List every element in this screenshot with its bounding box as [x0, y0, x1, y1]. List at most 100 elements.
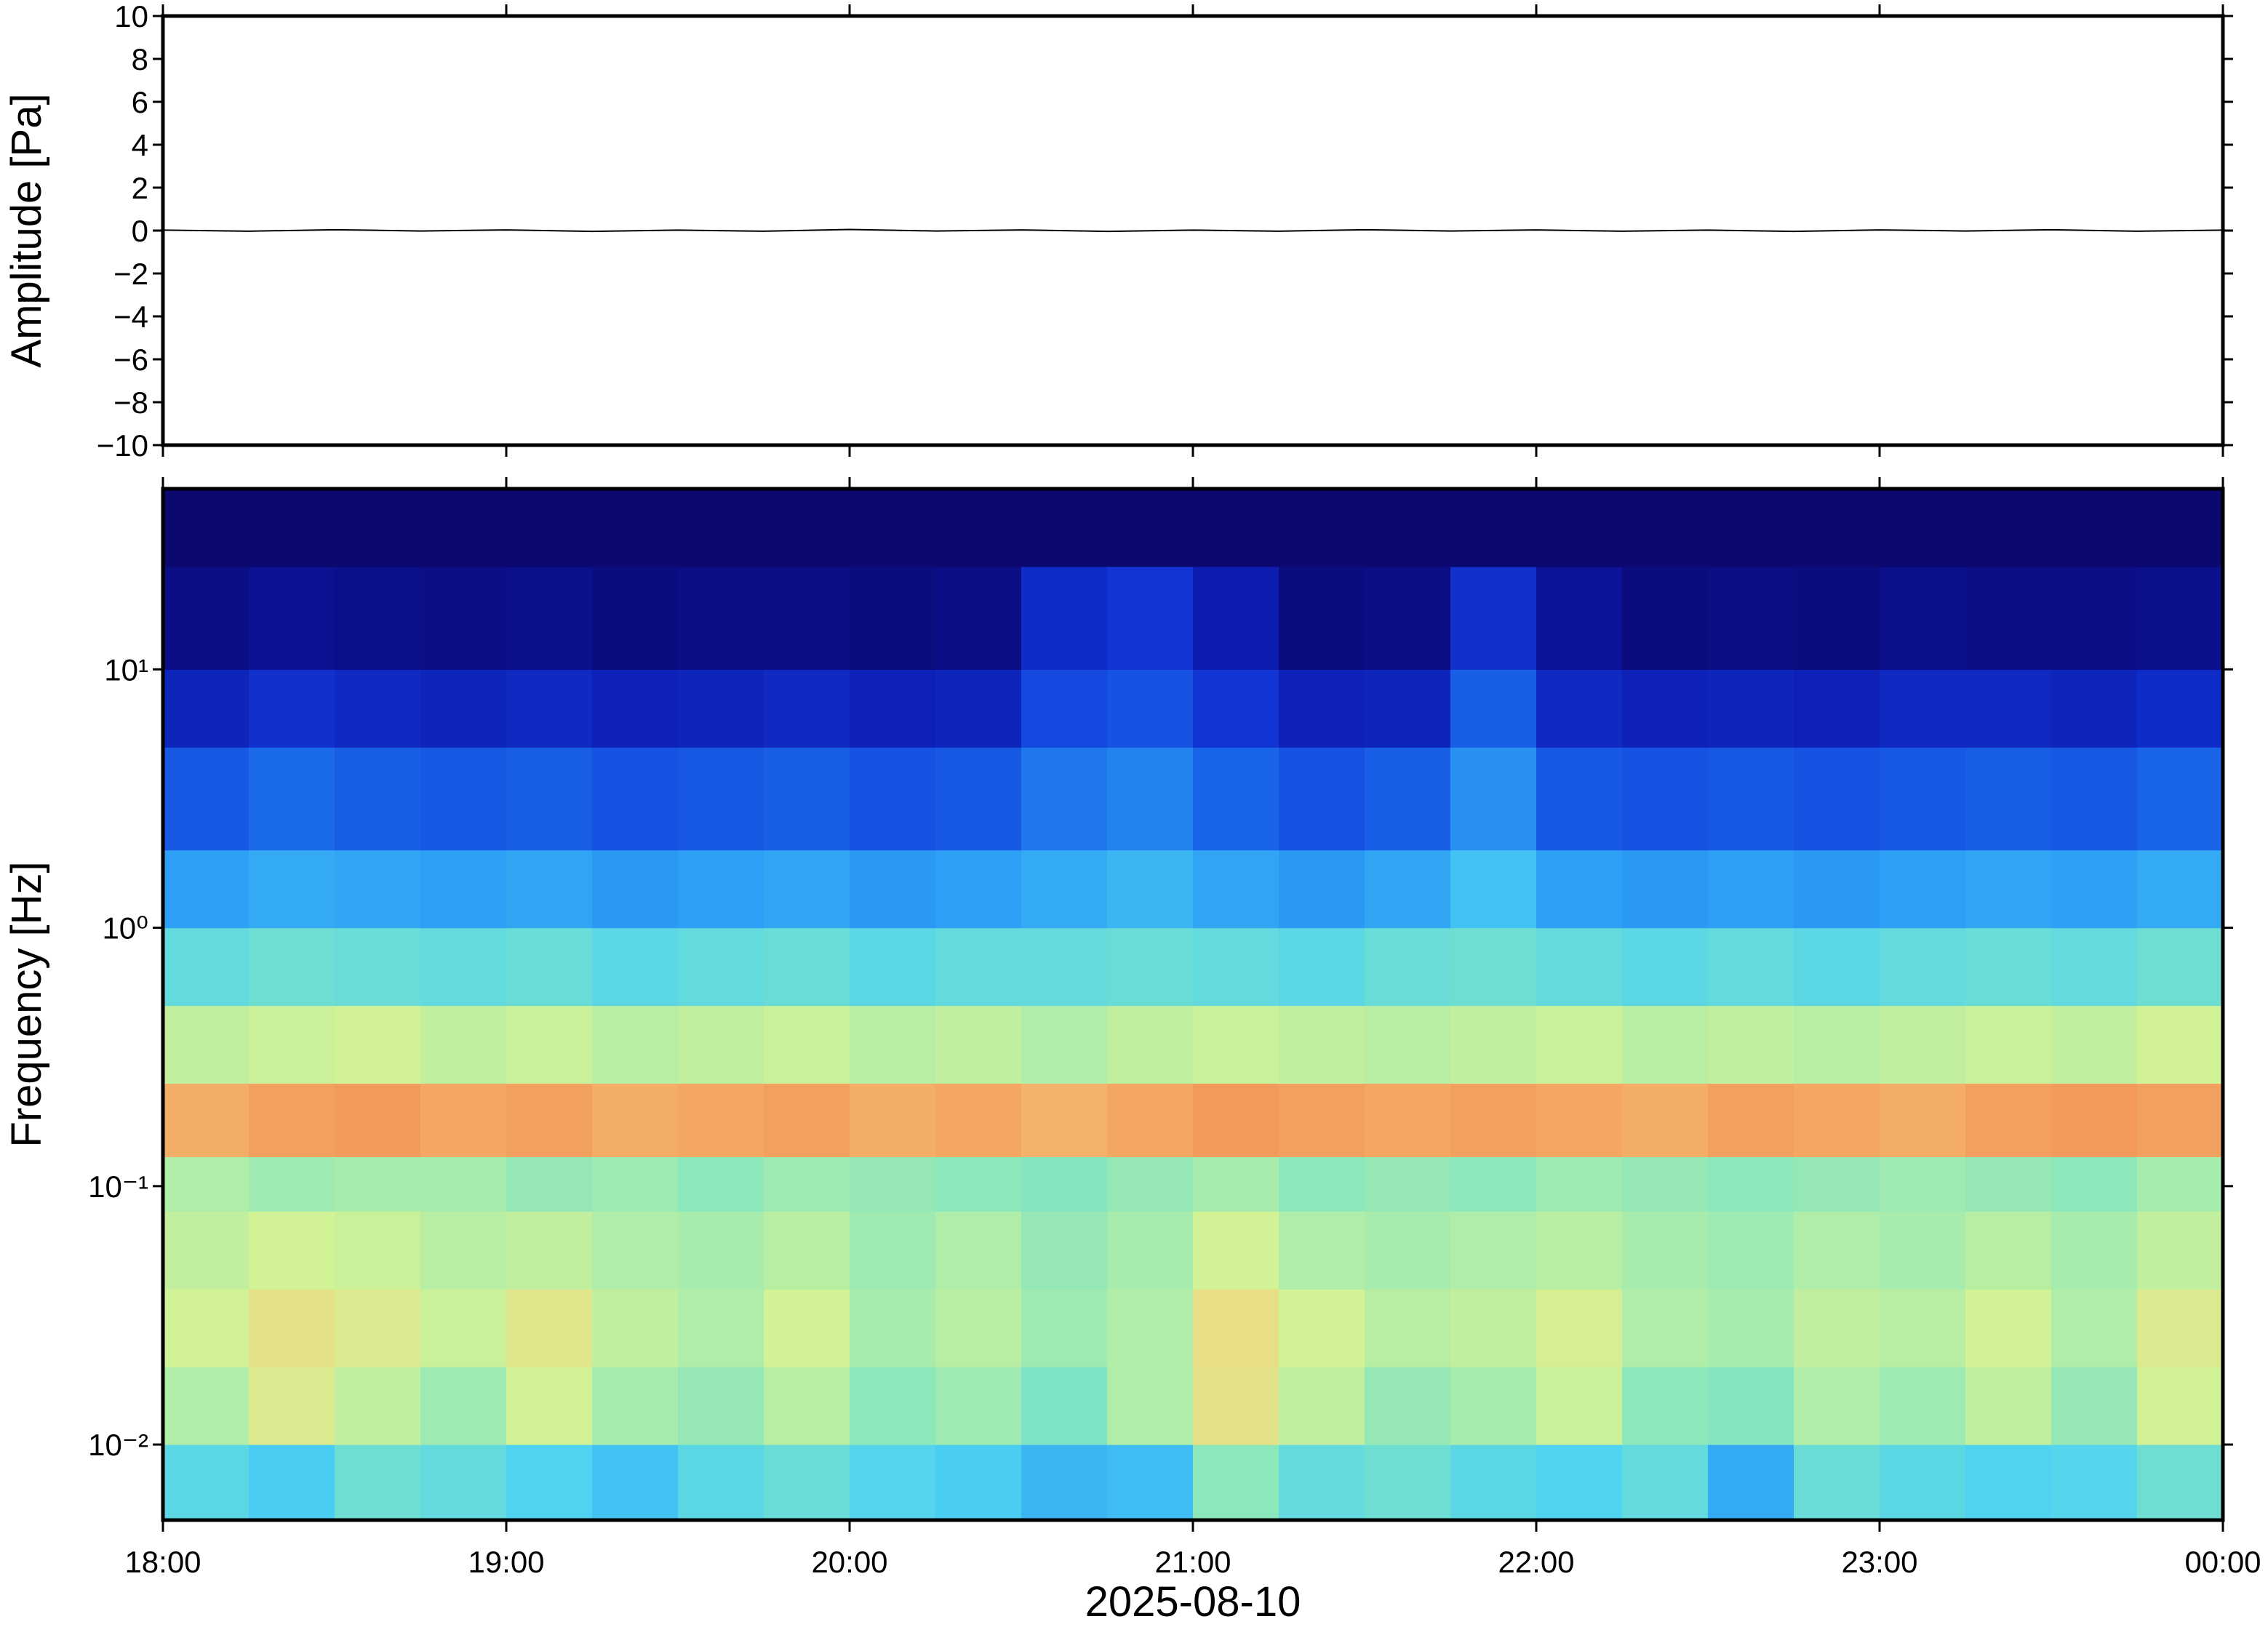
heatmap-cell	[163, 1367, 249, 1445]
heatmap-cell	[592, 1367, 679, 1445]
heatmap-cell	[1708, 669, 1794, 748]
heatmap-cell	[420, 1211, 507, 1290]
heatmap-cell	[678, 850, 764, 929]
heatmap-cell	[850, 1367, 936, 1445]
heatmap-cell	[1708, 1211, 1794, 1290]
heatmap-cell	[1622, 489, 1709, 567]
y-tick-label: −8	[113, 385, 148, 420]
y-tick-label: −10	[97, 428, 148, 463]
heatmap-cell	[506, 489, 593, 567]
heatmap-cell	[2051, 669, 2138, 748]
heatmap-cell	[1708, 1444, 1794, 1521]
heatmap-cell	[1021, 489, 1108, 567]
heatmap-cell	[1965, 927, 2052, 1007]
heatmap-cell	[2137, 566, 2224, 670]
heatmap-cell	[335, 1211, 421, 1290]
heatmap-cell	[1622, 1156, 1709, 1212]
heatmap-cell	[592, 566, 679, 670]
waveform-line	[162, 228, 2224, 233]
heatmap-cell	[935, 1211, 1022, 1290]
heatmap-cell	[1708, 927, 1794, 1007]
heatmap-cell	[678, 1005, 764, 1084]
heatmap-cell	[2137, 669, 2224, 748]
heatmap-cell	[420, 1367, 507, 1445]
heatmap-cell	[1880, 566, 1966, 670]
heatmap-cell	[1107, 1005, 1194, 1084]
heatmap-cell	[1450, 669, 1537, 748]
heatmap-cell	[1708, 747, 1794, 851]
heatmap-cell	[1880, 1156, 1966, 1212]
heatmap-cell	[335, 927, 421, 1007]
heatmap-cell	[678, 1211, 764, 1290]
heatmap-cell	[1021, 669, 1108, 748]
x-tick-label: 18:00	[124, 1545, 201, 1579]
heatmap-cell	[1794, 1289, 1880, 1367]
heatmap-cell	[506, 1005, 593, 1084]
y-tick-label: −4	[113, 300, 148, 334]
heatmap-cell	[1880, 850, 1966, 929]
heatmap-cell	[1365, 1211, 1451, 1290]
heatmap-cell	[1536, 927, 1623, 1007]
heatmap-cell	[1107, 927, 1194, 1007]
heatmap-cell	[1021, 1444, 1108, 1521]
heatmap-cell	[163, 1156, 249, 1212]
heatmap-cell	[1021, 747, 1108, 851]
heatmap-cell	[1794, 1005, 1880, 1084]
heatmap-cell	[1536, 850, 1623, 929]
heatmap-cell	[249, 747, 335, 851]
heatmap-cell	[1536, 669, 1623, 748]
heatmap-cell	[1279, 1156, 1365, 1212]
heatmap-cell	[850, 747, 936, 851]
heatmap-cell	[1193, 1156, 1279, 1212]
heatmap-cell	[764, 927, 850, 1007]
heatmap-cell	[1450, 1367, 1537, 1445]
heatmap-cell	[1880, 1211, 1966, 1290]
heatmap-cell	[2137, 489, 2224, 567]
heatmap-cell	[2137, 1156, 2224, 1212]
heatmap-cell	[2051, 1083, 2138, 1157]
heatmap-cell	[1880, 747, 1966, 851]
heatmap-cell	[1279, 1289, 1365, 1367]
heatmap-cell	[1622, 1083, 1709, 1157]
heatmap-cell	[1279, 1083, 1365, 1157]
heatmap-cell	[764, 1444, 850, 1521]
heatmap-cell	[1450, 927, 1537, 1007]
heatmap-cell	[1536, 747, 1623, 851]
heatmap-cell	[335, 1083, 421, 1157]
heatmap-cell	[2051, 1005, 2138, 1084]
heatmap-cell	[163, 850, 249, 929]
heatmap-cell	[850, 850, 936, 929]
y-axis-label: Frequency [Hz]	[3, 861, 50, 1147]
heatmap-cell	[1708, 566, 1794, 670]
heatmap-cell	[1794, 1211, 1880, 1290]
heatmap-cell	[2137, 927, 2224, 1007]
heatmap-cell	[249, 1444, 335, 1521]
heatmap-cell	[2051, 1367, 2138, 1445]
heatmap-cell	[420, 566, 507, 670]
heatmap-cell	[1622, 1211, 1709, 1290]
heatmap-cell	[1107, 1156, 1194, 1212]
heatmap-cell	[1536, 1156, 1623, 1212]
heatmap-cell	[1365, 669, 1451, 748]
heatmap-cell	[1880, 1083, 1966, 1157]
heatmap-cell	[420, 747, 507, 851]
heatmap-cell	[420, 1005, 507, 1084]
heatmap-cell	[1279, 566, 1365, 670]
heatmap-cell	[850, 1289, 936, 1367]
heatmap-cell	[1193, 669, 1279, 748]
heatmap-cell	[1193, 927, 1279, 1007]
heatmap-cell	[1965, 1367, 2052, 1445]
heatmap-cell	[1193, 1289, 1279, 1367]
heatmap-cell	[1622, 850, 1709, 929]
heatmap-cell	[506, 1156, 593, 1212]
heatmap-cell	[1965, 669, 2052, 748]
heatmap-cell	[1450, 1005, 1537, 1084]
heatmap-cell	[1107, 1083, 1194, 1157]
y-tick-label: 0	[132, 214, 148, 248]
y-tick-label: −6	[113, 343, 148, 377]
heatmap-cell	[764, 1156, 850, 1212]
heatmap-cell	[335, 669, 421, 748]
heatmap-cell	[420, 927, 507, 1007]
heatmap-cell	[249, 1083, 335, 1157]
